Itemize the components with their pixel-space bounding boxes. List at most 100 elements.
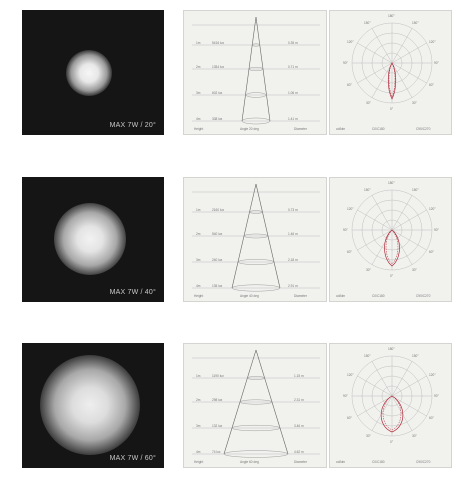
distance-label: 3m [196,258,201,262]
polar-angle-label: 60° [347,83,352,87]
illuminance-value: 2160 lux [212,208,225,212]
illuminance-value: 74 lux [212,450,221,454]
beam-photo: MAX 7W / 60° [22,343,164,468]
polar-angle-label: 0° [390,107,394,111]
polar-angle-label: 150° [364,21,371,25]
diameter-value: 0.71 m [288,65,298,69]
beam-photo: MAX 7W / 40° [22,177,164,302]
polar-angle-label: 30° [366,268,371,272]
polar-angle-label: 90° [434,228,439,232]
polar-angle-label: 150° [412,21,419,25]
polar-angle-label: 120° [347,373,354,377]
distance-label: 3m [196,91,201,95]
polar-angle-label: 60° [429,250,434,254]
cone-diagram [192,349,320,458]
polar-footer-unit: cd/klm [336,127,346,131]
distance-label: 2m [196,232,201,236]
beam-row-1: MAX 7W / 20° 1m 2m 3m 4m 5416 lux 1354 l… [22,10,452,135]
diameter-value: 0.73 m [288,208,298,212]
polar-angle-label: 120° [429,207,436,211]
cone-footer-diameter: Diameter [294,460,307,464]
polar-footer-unit: cd/klm [336,460,346,464]
distance-label: 4m [196,117,201,121]
polar-footer-c0: C0/C180 [372,127,385,131]
distance-label: 2m [196,65,201,69]
polar-angle-label: 90° [434,394,439,398]
illuminance-value: 338 lux [212,117,223,121]
polar-angle-label: 150° [364,188,371,192]
illuminance-value: 1354 lux [212,65,225,69]
diameter-value: 1.15 m [294,374,304,378]
illuminance-value: 540 lux [212,232,223,236]
cone-footer-height: Height [194,460,204,464]
polar-diagram [351,189,433,271]
polar-angle-label: 90° [343,228,348,232]
illuminance-value: 298 lux [212,398,223,402]
illuminance-value: 1190 lux [212,374,224,378]
diameter-value: 0.35 m [288,41,298,45]
polar-angle-label: 30° [412,268,417,272]
beam-caption: MAX 7W / 40° [109,289,156,296]
light-spot [66,50,112,96]
cone-footer-diameter: Diameter [294,294,307,298]
diameter-value: 2.91 m [288,284,298,288]
diameter-value: 1.46 m [288,232,298,236]
polar-footer-c0: C0/C180 [372,294,385,298]
polar-diagram [351,22,433,104]
polar-footer-c90: C90/C270 [416,294,431,298]
polar-angle-label: 150° [412,188,419,192]
distance-label: 1m [196,374,201,378]
cone-diagram [192,16,320,125]
polar-angle-label: 120° [347,207,354,211]
polar-angle-label: 150° [412,354,419,358]
illuminance-cone-chart: 1m 2m 3m 4m 1190 lux 298 lux 132 lux 74 … [183,343,327,468]
cone-footer-height: Height [194,127,204,131]
polar-footer-c90: C90/C270 [416,127,431,131]
polar-angle-label: 60° [347,416,352,420]
polar-angle-label: 180° [388,181,395,185]
diameter-value: 3.46 m [294,424,304,428]
cone-footer-diameter: Diameter [294,127,307,131]
light-spot [40,355,140,455]
illuminance-cone-chart: 1m 2m 3m 4m 5416 lux 1354 lux 602 lux 33… [183,10,327,135]
polar-angle-label: 60° [429,83,434,87]
cone-footer-angle: Angle 40 deg [240,294,259,298]
polar-angle-label: 120° [429,40,436,44]
polar-angle-label: 120° [429,373,436,377]
distance-label: 4m [196,450,201,454]
polar-angle-label: 0° [390,440,394,444]
polar-distribution-chart: 180° 150° 150° 120° 120° 90° 90° 60° 60°… [329,343,452,468]
cone-footer-angle: Angle 20 deg [240,127,259,131]
cone-footer-height: Height [194,294,204,298]
distance-label: 3m [196,424,201,428]
illuminance-value: 602 lux [212,91,223,95]
polar-distribution-chart: 180° 150° 150° 120° 120° 90° 90° 60° 60°… [329,10,452,135]
polar-footer-c90: C90/C270 [416,460,431,464]
diameter-value: 2.18 m [288,258,298,262]
beam-caption: MAX 7W / 20° [109,122,156,129]
polar-angle-label: 90° [343,61,348,65]
polar-angle-label: 180° [388,14,395,18]
polar-angle-label: 30° [412,101,417,105]
polar-angle-label: 0° [390,274,394,278]
illuminance-value: 132 lux [212,424,223,428]
polar-angle-label: 180° [388,347,395,351]
diameter-value: 1.41 m [288,117,298,121]
polar-diagram [351,355,433,437]
diameter-value: 1.06 m [288,91,298,95]
polar-angle-label: 90° [434,61,439,65]
diameter-value: 4.62 m [294,450,304,454]
beam-caption: MAX 7W / 60° [109,455,156,462]
polar-angle-label: 60° [429,416,434,420]
polar-distribution-chart: 180° 150° 150° 120° 120° 90° 90° 60° 60°… [329,177,452,302]
illuminance-cone-chart: 1m 2m 3m 4m 2160 lux 540 lux 240 lux 135… [183,177,327,302]
distance-label: 4m [196,284,201,288]
light-spot [54,203,126,275]
illuminance-value: 135 lux [212,284,223,288]
distance-label: 1m [196,41,201,45]
cone-diagram [192,183,320,292]
illuminance-value: 240 lux [212,258,223,262]
beam-row-2: MAX 7W / 40° 1m 2m 3m 4m 2160 lux 540 lu… [22,177,452,302]
beam-photo: MAX 7W / 20° [22,10,164,135]
polar-angle-label: 30° [412,434,417,438]
